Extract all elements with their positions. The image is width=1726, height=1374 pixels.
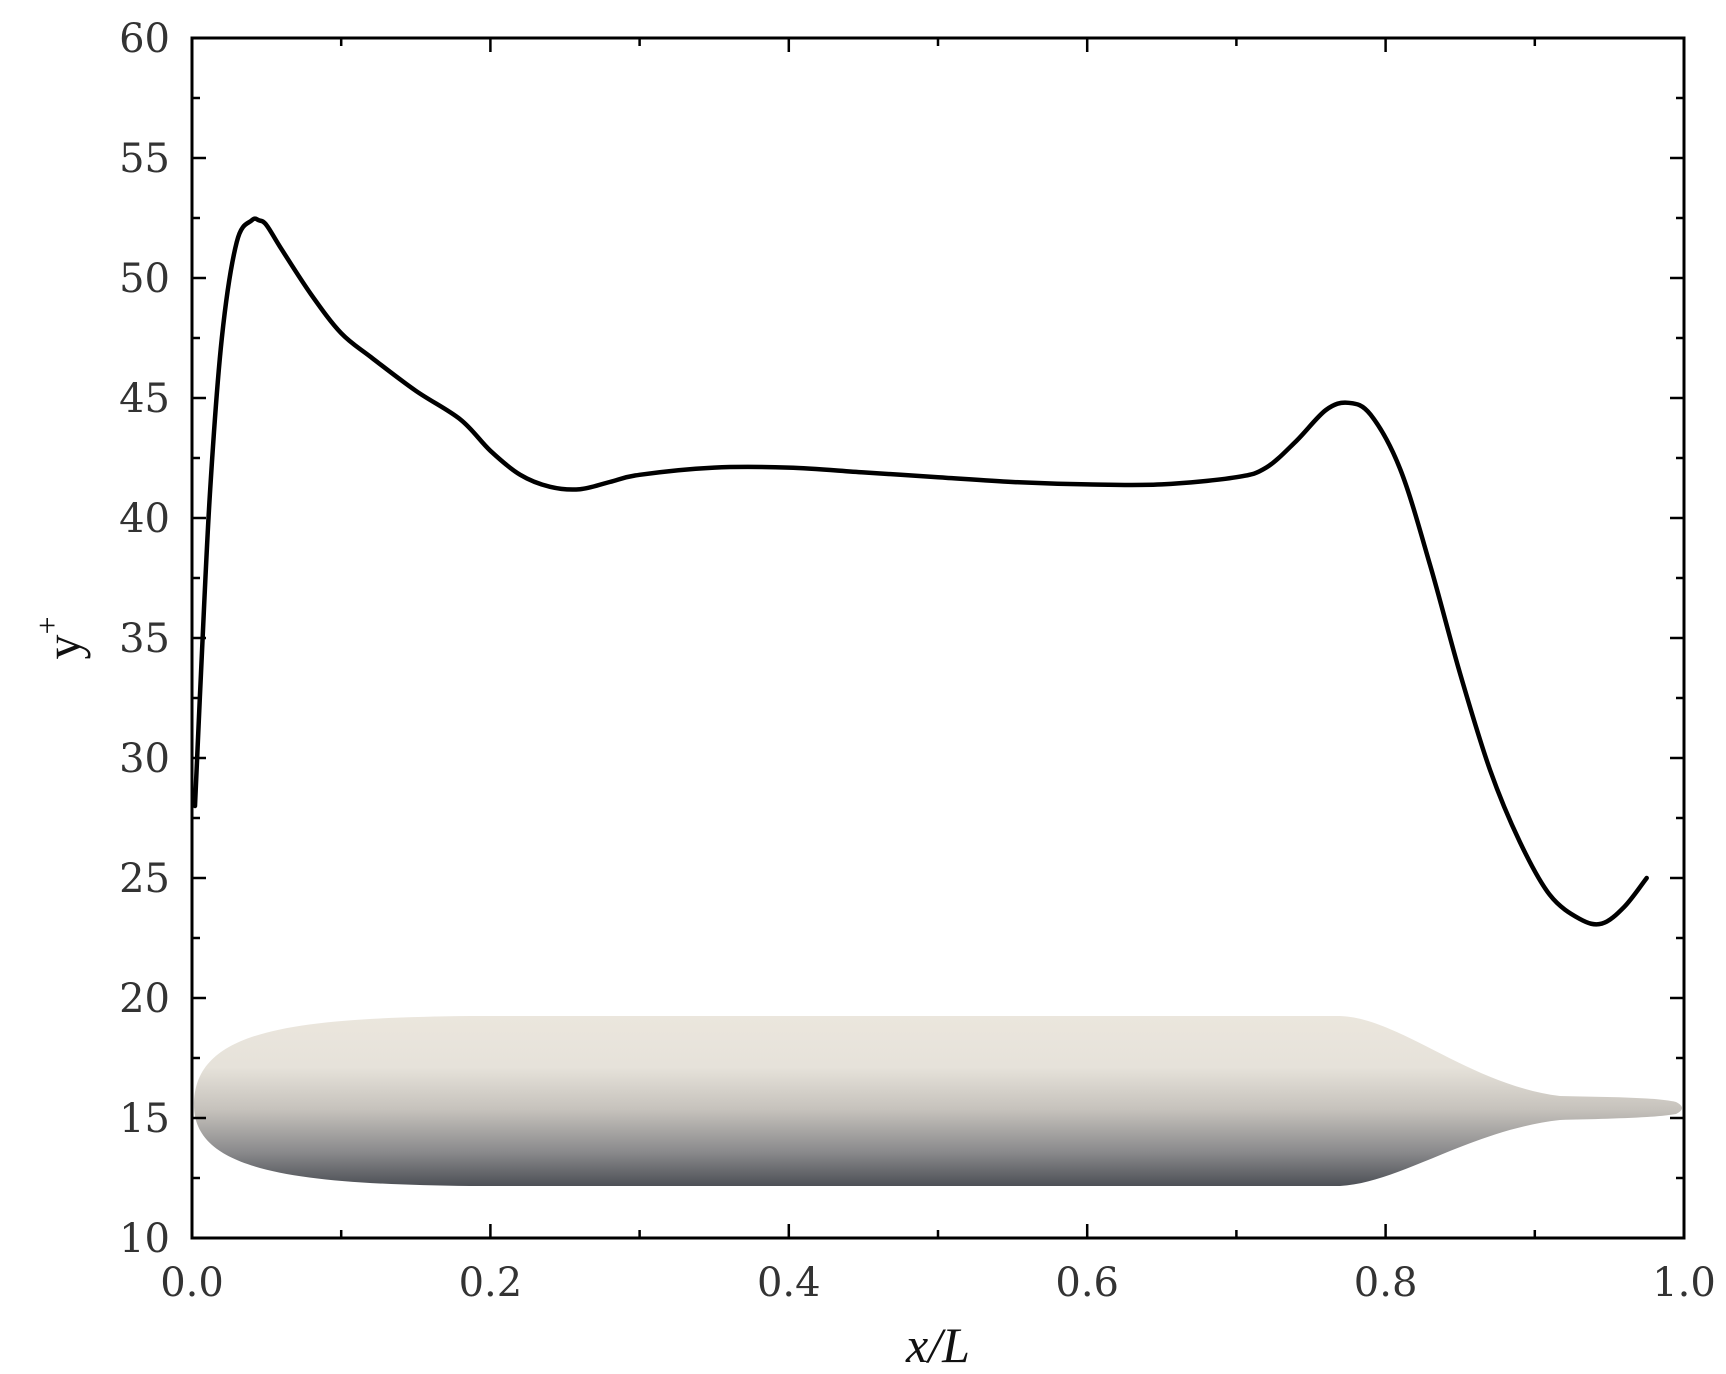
y-tick-label: 55 <box>119 136 170 182</box>
svg-text:y+: y+ <box>29 616 91 659</box>
y-tick-label: 40 <box>119 496 170 542</box>
x-tick-label: 0.2 <box>459 1260 523 1306</box>
y-tick-label: 15 <box>119 1096 170 1142</box>
y-axis-title-group: y+ <box>29 616 91 659</box>
y-tick-label: 20 <box>119 976 170 1022</box>
y-tick-label: 45 <box>119 376 170 422</box>
y-tick-label: 35 <box>119 616 170 662</box>
y-tick-label: 60 <box>119 16 170 62</box>
y-axis-title-superscript: + <box>29 616 65 634</box>
x-axis-title: x/L <box>905 1317 970 1373</box>
tick-labels: 0.0 0.2 0.4 0.6 0.8 1.0 10 15 20 25 30 35 40 45 50 55 60 <box>119 16 1716 1306</box>
y-tick-label: 30 <box>119 736 170 782</box>
y-axis-title: y <box>35 635 91 660</box>
series-line <box>192 216 1649 927</box>
x-tick-label: 0.8 <box>1354 1260 1418 1306</box>
x-tick-label: 0.6 <box>1055 1260 1119 1306</box>
x-tick-label: 1.0 <box>1652 1260 1716 1306</box>
hull-body <box>194 1016 1682 1186</box>
hull-illustration <box>194 1016 1682 1186</box>
y-tick-label: 10 <box>119 1216 170 1262</box>
axis-ticks <box>190 36 1686 1240</box>
y-tick-label: 25 <box>119 856 170 902</box>
x-tick-label: 0.0 <box>160 1260 224 1306</box>
x-tick-label: 0.4 <box>757 1260 821 1306</box>
y-tick-label: 50 <box>119 256 170 302</box>
series-layer <box>192 216 1649 927</box>
